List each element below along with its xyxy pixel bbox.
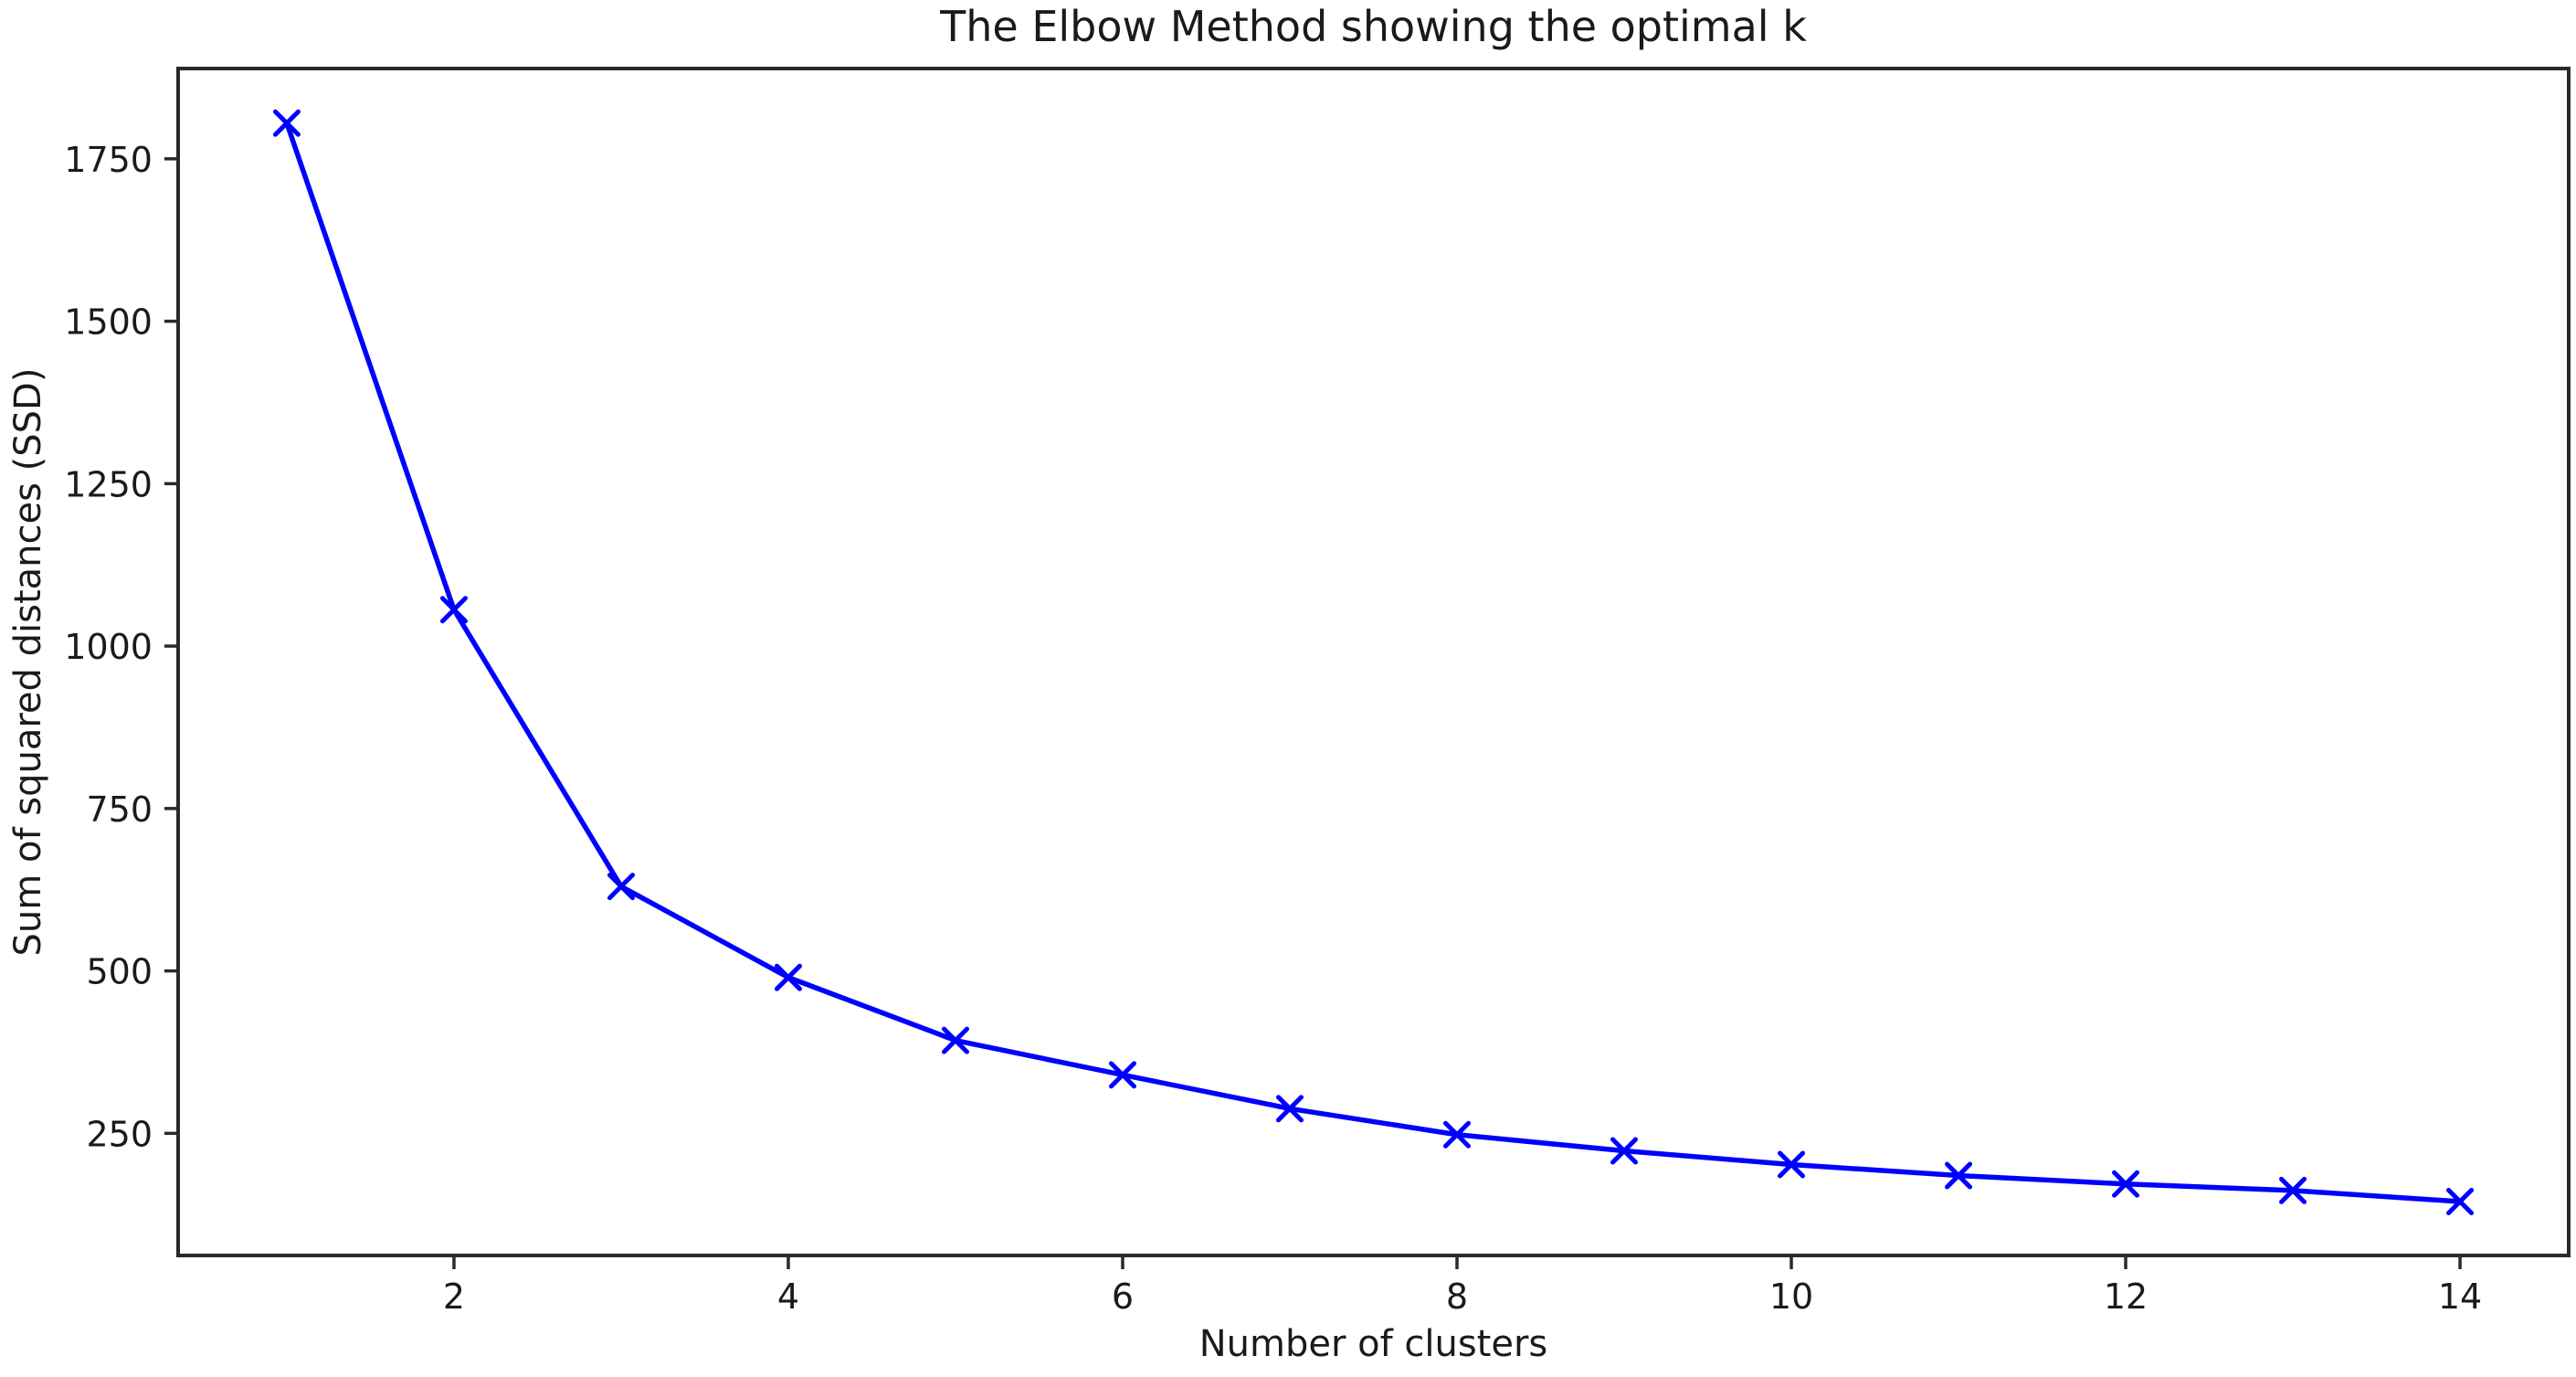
marker-stroke [1945, 1161, 1973, 1190]
y-tick-label: 500 [86, 952, 153, 992]
marker-stroke [941, 1026, 969, 1054]
data-point-marker [439, 596, 468, 624]
y-axis-label: Sum of squared distances (SSD) [7, 368, 49, 957]
x-axis-label: Number of clusters [1199, 1323, 1548, 1365]
x-tick-label: 10 [1769, 1276, 1813, 1317]
y-tick-label: 750 [86, 789, 153, 830]
marker-stroke [1778, 1150, 1806, 1179]
ssd-line [284, 120, 2463, 1204]
data-point-marker [2112, 1170, 2140, 1198]
data-point-marker [2279, 1176, 2307, 1204]
chart-title: The Elbow Method showing the optimal k [939, 2, 1807, 51]
y-axis-ticks: 250 500 750 1000 1250 1500 1750 [64, 140, 178, 1154]
x-tick-label: 2 [443, 1276, 465, 1317]
data-point-marker [272, 109, 301, 137]
marker-stroke [2279, 1176, 2307, 1204]
data-point-marker [774, 963, 802, 991]
marker-stroke [2446, 1187, 2475, 1215]
y-tick-label: 1000 [64, 627, 153, 667]
data-point-marker [1443, 1120, 1472, 1149]
data-point-marker [941, 1026, 969, 1054]
x-tick-label: 4 [777, 1276, 799, 1317]
marker-stroke [1610, 1137, 1639, 1165]
ssd-line-series [272, 109, 2475, 1215]
data-point-marker [1945, 1161, 1973, 1190]
marker-stroke [1108, 1061, 1136, 1089]
data-point-marker [1610, 1137, 1639, 1165]
marker-stroke [2112, 1170, 2140, 1198]
data-point-marker [2446, 1187, 2475, 1215]
marker-stroke [1275, 1095, 1304, 1123]
y-tick-label: 1500 [64, 302, 153, 343]
marker-stroke [272, 109, 301, 137]
x-tick-label: 8 [1446, 1276, 1468, 1317]
plot-area-spines [176, 67, 2571, 1257]
y-tick-label: 1750 [64, 140, 153, 180]
marker-stroke [774, 963, 802, 991]
marker-stroke [1443, 1120, 1472, 1149]
x-tick-label: 6 [1112, 1276, 1134, 1317]
x-tick-label: 12 [2104, 1276, 2148, 1317]
data-point-marker [607, 873, 635, 901]
y-tick-label: 250 [86, 1114, 153, 1154]
x-axis-ticks: 2 4 6 8 10 12 14 [443, 1255, 2482, 1317]
data-point-marker [1275, 1095, 1304, 1123]
marker-stroke [439, 596, 468, 624]
data-point-marker [1778, 1150, 1806, 1179]
y-tick-label: 1250 [64, 464, 153, 504]
x-tick-label: 14 [2438, 1276, 2482, 1317]
marker-stroke [607, 873, 635, 901]
data-point-marker [1108, 1061, 1136, 1089]
